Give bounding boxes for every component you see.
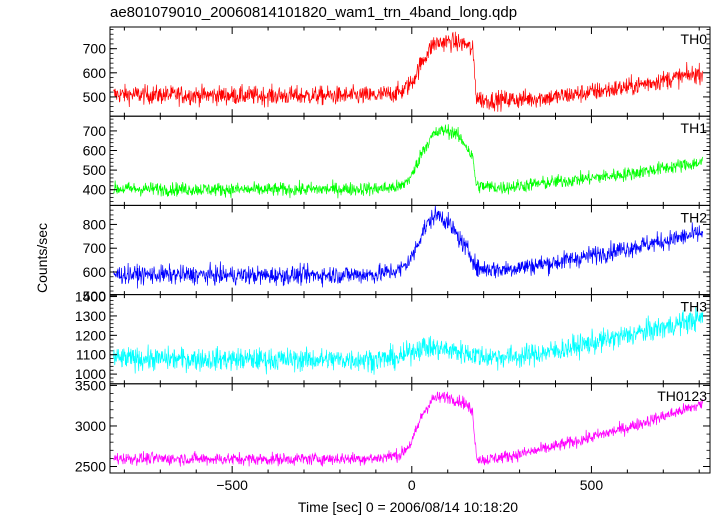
y-tick-label: 1400: [75, 289, 106, 305]
y-tick-label: 400: [83, 182, 107, 198]
y-tick-label: 700: [83, 123, 107, 139]
y-tick-label: 500: [83, 162, 107, 178]
panel-th0: 500 600 700 TH0: [83, 26, 711, 117]
y-tick-label: 700: [83, 41, 107, 57]
panel-th0123: 2500 3000 3500 TH0123: [75, 377, 711, 475]
series-line-th3: [113, 306, 704, 375]
panel-th2: 500 600 700 800 TH2: [83, 204, 711, 304]
series-label-th3: TH3: [681, 299, 708, 315]
y-axis-label: Counts/sec: [34, 223, 50, 293]
series-line-th0123: [113, 391, 704, 467]
chart-title: ae801079010_20060814101820_wam1_trn_4ban…: [110, 4, 517, 21]
panel-frame: [109, 383, 711, 474]
y-tick-label: 1300: [75, 308, 106, 324]
y-tick-label: 500: [83, 288, 107, 304]
x-tick-label: 500: [580, 477, 604, 493]
series-label-th1: TH1: [681, 120, 708, 136]
y-tick-label: 1200: [75, 327, 106, 343]
series-line-th2: [113, 205, 704, 289]
panel-frame: [109, 26, 711, 117]
y-tick-label: 500: [83, 89, 107, 105]
y-tick-label: 1100: [76, 347, 106, 363]
x-tick-label: −500: [216, 477, 248, 493]
y-tick-label: 600: [83, 143, 107, 159]
series-label-th0: TH0: [681, 31, 708, 47]
panel-th3: 1000 1100 1200 1300 1400 TH3: [75, 289, 711, 385]
y-tick-label: 3500: [75, 377, 106, 393]
x-tick-label: 0: [408, 477, 416, 493]
x-axis-label: Time [sec] 0 = 2006/08/14 10:18:20: [298, 499, 518, 515]
panel-th1: 400 500 600 700 TH1: [83, 115, 711, 206]
series-label-th2: TH2: [681, 209, 708, 225]
y-tick-label: 600: [83, 264, 107, 280]
series-line-th0: [113, 31, 704, 112]
y-tick-label: 600: [83, 65, 107, 81]
chart-panels: 500 600 700 TH0 400 500 600 700 TH1 500 600 700 800 T…: [75, 26, 711, 493]
y-tick-label: 2500: [75, 459, 106, 475]
series-label-th0123: TH0123: [657, 388, 707, 404]
y-tick-label: 1000: [75, 366, 106, 382]
y-tick-label: 700: [83, 240, 107, 256]
y-tick-label: 3000: [75, 418, 106, 434]
series-line-th1: [113, 124, 704, 199]
y-tick-label: 800: [83, 216, 107, 232]
